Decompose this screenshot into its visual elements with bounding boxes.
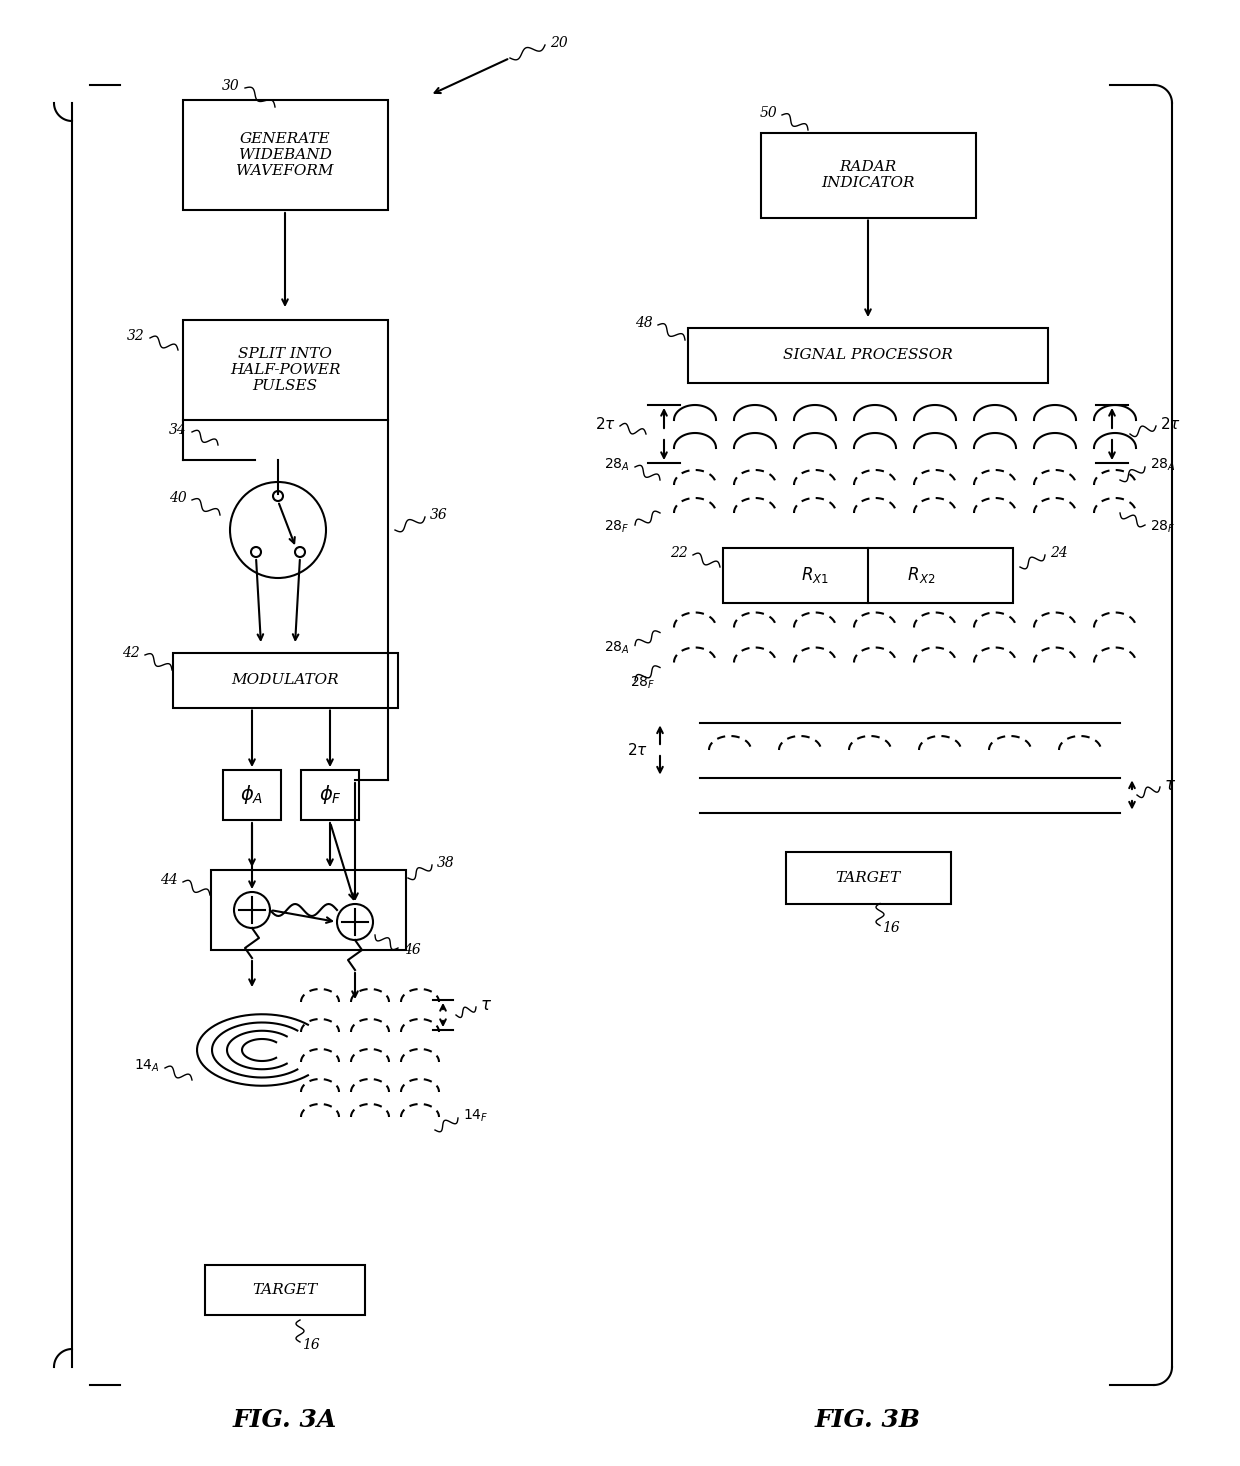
Text: 42: 42	[123, 647, 140, 660]
Text: $28_A$: $28_A$	[1149, 457, 1176, 474]
Text: $28_F$: $28_F$	[604, 519, 630, 535]
Text: $28_A$: $28_A$	[604, 639, 630, 655]
Text: 46: 46	[403, 943, 420, 957]
Text: $14_A$: $14_A$	[134, 1058, 160, 1075]
Text: GENERATE
WIDEBAND
WAVEFORM: GENERATE WIDEBAND WAVEFORM	[237, 132, 334, 179]
Text: 24: 24	[1050, 545, 1068, 560]
Text: $28_A$: $28_A$	[604, 457, 630, 474]
Text: $\tau$: $\tau$	[480, 997, 492, 1013]
Text: TARGET: TARGET	[836, 871, 900, 884]
Text: 38: 38	[436, 856, 455, 869]
Bar	[172, 652, 398, 708]
Text: $2\tau$: $2\tau$	[1159, 416, 1180, 432]
Bar	[223, 770, 281, 819]
Text: 48: 48	[635, 317, 653, 330]
Text: RADAR
INDICATOR: RADAR INDICATOR	[821, 160, 915, 191]
Text: 22: 22	[671, 545, 688, 560]
Text: $2\tau$: $2\tau$	[595, 416, 616, 432]
Text: FIG. 3A: FIG. 3A	[233, 1407, 337, 1432]
Bar	[211, 869, 405, 950]
Text: $\tau$: $\tau$	[1164, 777, 1176, 793]
Text: 36: 36	[430, 509, 448, 522]
Bar	[723, 547, 1013, 603]
Text: 50: 50	[759, 106, 777, 120]
Text: $\phi_A$: $\phi_A$	[241, 783, 264, 806]
Bar	[785, 852, 951, 903]
Text: $R_{X1}$               $R_{X2}$: $R_{X1}$ $R_{X2}$	[801, 564, 935, 585]
Text: $28_F$: $28_F$	[1149, 519, 1176, 535]
Text: TARGET: TARGET	[253, 1283, 317, 1297]
Text: 30: 30	[222, 79, 241, 92]
Text: 44: 44	[160, 872, 179, 887]
Bar	[205, 1265, 365, 1315]
Text: 40: 40	[169, 491, 187, 504]
Text: SPLIT INTO
HALF-POWER
PULSES: SPLIT INTO HALF-POWER PULSES	[229, 347, 340, 393]
Text: 16: 16	[303, 1338, 320, 1352]
Bar	[688, 327, 1048, 383]
Text: 20: 20	[551, 37, 568, 50]
Bar	[760, 132, 976, 217]
Bar	[301, 770, 360, 819]
Text: 16: 16	[882, 922, 900, 935]
Bar	[182, 100, 387, 210]
Text: 32: 32	[128, 328, 145, 343]
Text: 34: 34	[169, 424, 187, 437]
Text: $\phi_F$: $\phi_F$	[319, 783, 341, 806]
Bar	[182, 320, 387, 419]
Text: SIGNAL PROCESSOR: SIGNAL PROCESSOR	[784, 347, 952, 362]
Text: $28_F$: $28_F$	[630, 674, 656, 690]
Text: $2\tau$: $2\tau$	[627, 742, 649, 758]
Text: $14_F$: $14_F$	[463, 1108, 489, 1124]
Text: FIG. 3B: FIG. 3B	[815, 1407, 921, 1432]
Text: MODULATOR: MODULATOR	[231, 673, 339, 688]
